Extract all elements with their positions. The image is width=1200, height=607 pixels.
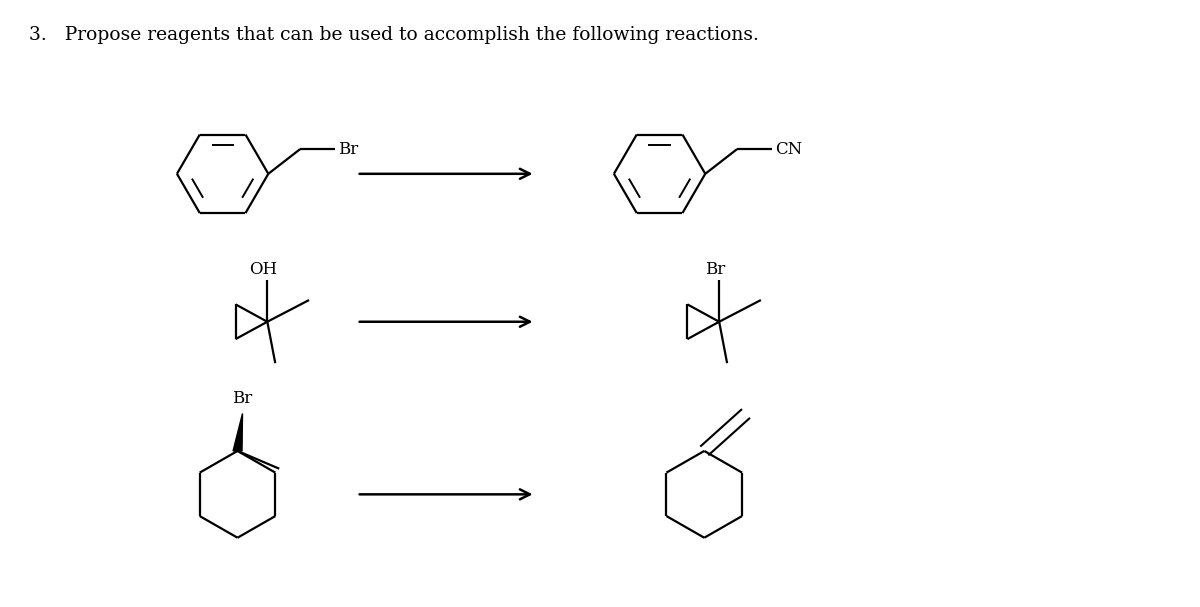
Text: OH: OH xyxy=(250,262,277,279)
Text: Br: Br xyxy=(706,262,725,279)
Text: Br: Br xyxy=(233,390,253,407)
Text: 3.   Propose reagents that can be used to accomplish the following reactions.: 3. Propose reagents that can be used to … xyxy=(29,26,758,44)
Polygon shape xyxy=(233,413,242,451)
Text: Br: Br xyxy=(338,141,358,158)
Text: CN: CN xyxy=(775,141,802,158)
